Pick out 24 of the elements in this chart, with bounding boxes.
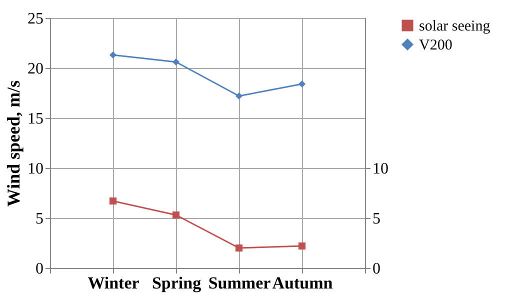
- point: [298, 242, 306, 250]
- y-axis-title: Wind speed, m/s: [4, 80, 24, 207]
- y-tick-label: 0: [36, 260, 44, 278]
- legend-label: solar seeing: [419, 18, 491, 34]
- x-tick-label: Summer: [208, 274, 272, 292]
- point: [109, 197, 117, 205]
- y-tick-label: 10: [28, 160, 44, 178]
- y-tick-label: 20: [28, 60, 44, 78]
- legend-label: V200: [419, 38, 452, 54]
- x-tick-label: Autumn: [272, 274, 334, 292]
- point: [235, 92, 243, 100]
- y2-tick-label: 5: [372, 210, 380, 228]
- y-tick-label: 5: [36, 210, 44, 228]
- point: [109, 51, 117, 59]
- x-tick-label: Spring: [152, 274, 202, 292]
- y-tick-label: 25: [28, 10, 44, 28]
- y2-tick-label: 10: [372, 160, 388, 178]
- point: [235, 244, 243, 252]
- y-tick-label: 15: [28, 110, 44, 128]
- x-tick-label: Winter: [88, 274, 140, 292]
- y2-tick-label: 0: [372, 260, 380, 278]
- point: [172, 58, 180, 66]
- point: [298, 80, 306, 88]
- point: [172, 211, 180, 219]
